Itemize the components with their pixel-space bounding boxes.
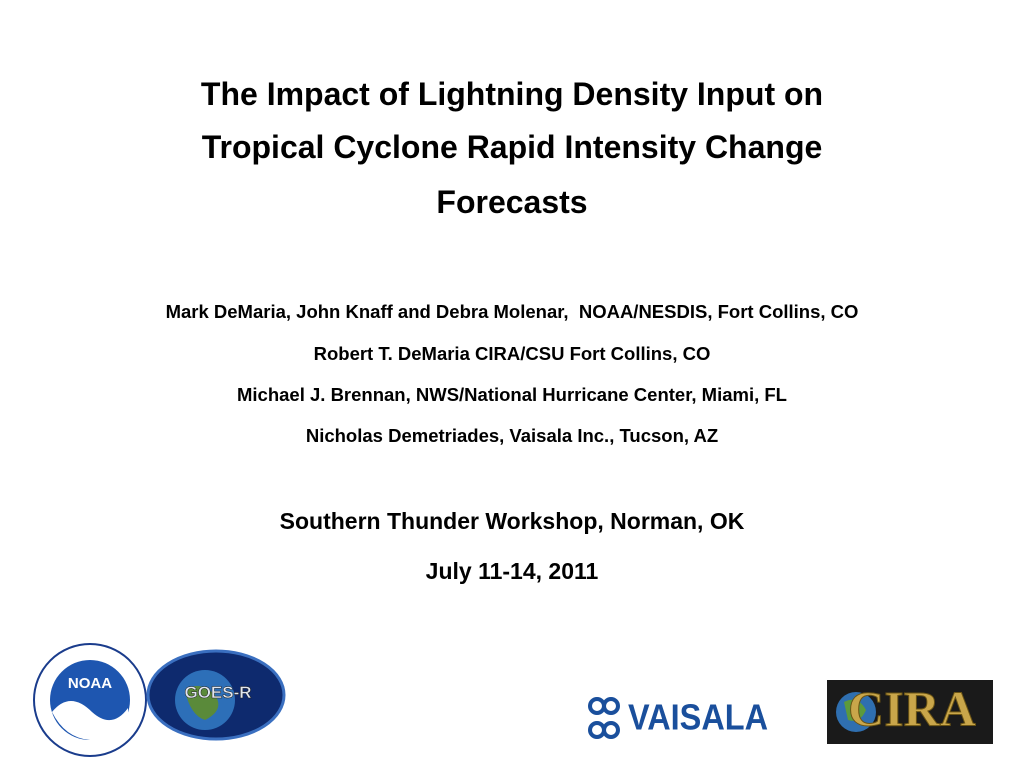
vaisala-text: VAISALA: [628, 697, 768, 738]
cira-logo: CIRA: [827, 680, 993, 744]
noaa-text: NOAA: [68, 675, 112, 692]
event: Southern Thunder Workshop, Norman, OK: [279, 508, 745, 534]
author-line: Mark DeMaria, John Knaff and Debra Molen…: [165, 301, 859, 322]
noaa-logo: NOAA: [33, 643, 147, 757]
title-line: Forecasts: [436, 184, 588, 220]
goes-text: GOES-R: [184, 683, 251, 702]
title-line: The Impact of Lightning Density Input on: [200, 76, 824, 112]
vaisala-logo: VAISALA: [588, 697, 768, 739]
goes-logo: GOES-R: [146, 649, 286, 741]
date: July 11-14, 2011: [425, 558, 599, 584]
cira-text: CIRA: [848, 680, 976, 736]
author-line: Nicholas Demetriades, Vaisala Inc., Tucs…: [305, 425, 719, 446]
title-line: Tropical Cyclone Rapid Intensity Change: [201, 129, 823, 165]
author-line: Michael J. Brennan, NWS/National Hurrica…: [237, 384, 787, 405]
author-line: Robert T. DeMaria CIRA/CSU Fort Collins,…: [313, 343, 711, 364]
